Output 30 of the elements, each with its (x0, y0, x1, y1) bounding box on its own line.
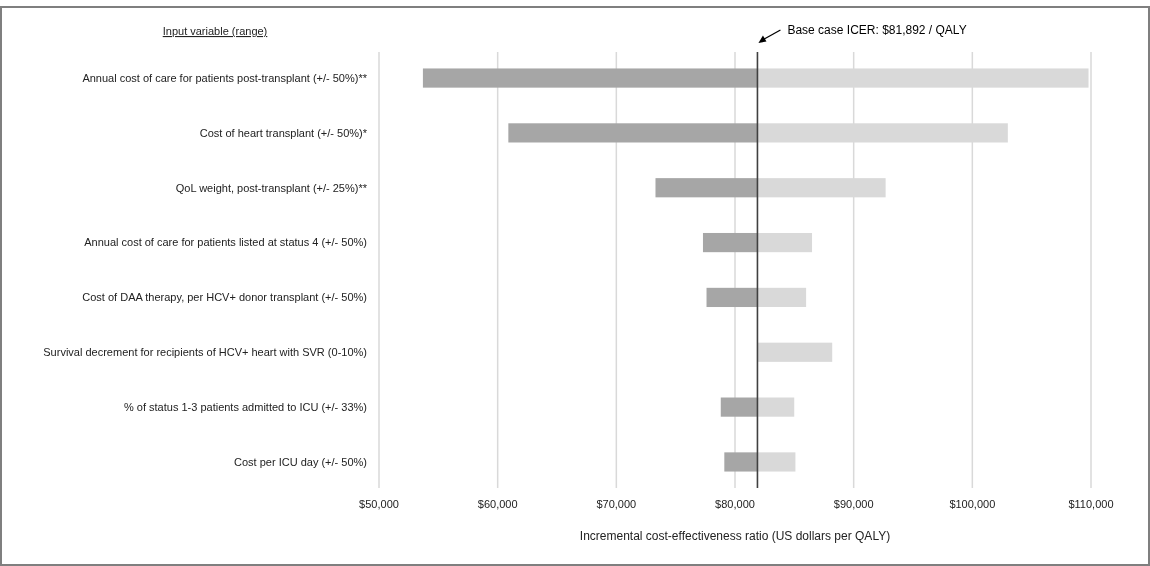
bar (702, 232, 758, 253)
bar (757, 397, 795, 417)
bar (508, 123, 758, 143)
x-tick-label: $50,000 (359, 498, 399, 510)
y-tick-label: Cost per ICU day (+/- 50%) (234, 455, 367, 468)
x-tick-label: $70,000 (596, 498, 637, 510)
y-tick-label: Annual cost of care for patients listed at status 4 (+/- 50%) (84, 236, 367, 249)
x-axis-title: Incremental cost-effectiveness ratio (US dollars per QALY) (579, 529, 891, 543)
y-tick-label: % of status 1-3 patients admitted to ICU (+/- 33%) (123, 400, 367, 413)
bar (757, 452, 796, 472)
y-tick-label: Annual cost of care for patients post-transplant (+/- 50%)** (82, 71, 368, 84)
bar (757, 232, 813, 253)
x-tick-label: $60,000 (477, 498, 518, 510)
bar (757, 287, 807, 308)
text: Input variable (range) (162, 25, 268, 37)
x-tick-label: $110,000 (1068, 498, 1114, 510)
bar (422, 68, 758, 88)
bar (655, 178, 758, 198)
x-tick-label: $100,000 (949, 498, 996, 510)
x-tick-label: $90,000 (833, 498, 874, 510)
bar (757, 342, 833, 362)
bar (724, 452, 758, 472)
bar (720, 397, 758, 417)
x-tick-label: $80,000 (715, 498, 755, 510)
bar (706, 287, 758, 308)
y-tick-label: Cost of DAA therapy, per HCV+ donor transplant (+/- 50%) (82, 291, 367, 304)
ref-line-label: Base case ICER: $81,892 / QALY (787, 23, 967, 37)
y-tick-label: Survival decrement for recipients of HCV+ heart with SVR (0-10%) (43, 346, 367, 359)
y-tick-label: Cost of heart transplant (+/- 50%)* (199, 126, 368, 139)
y-tick-label: QoL weight, post-transplant (+/- 25%)** (175, 181, 368, 194)
